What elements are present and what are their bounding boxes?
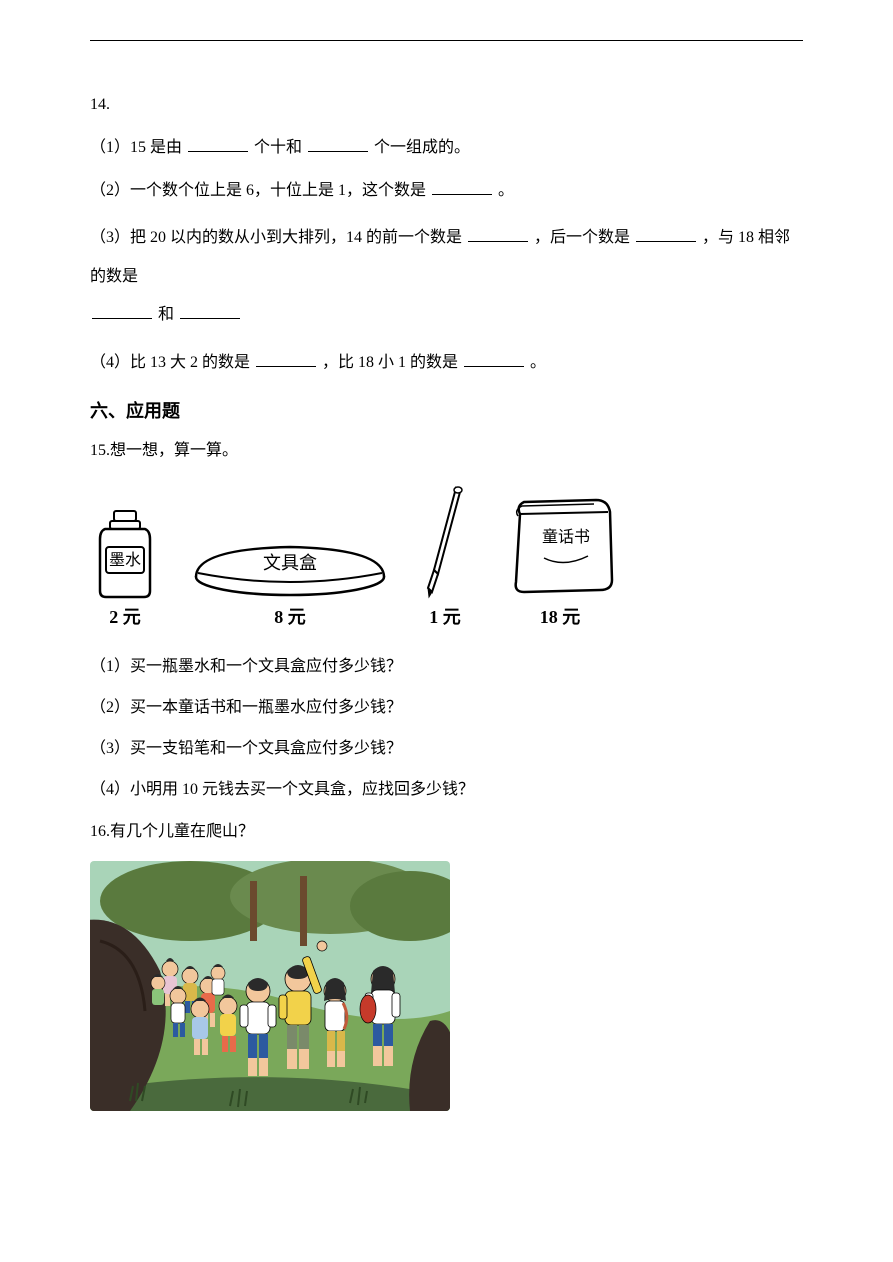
- q15-sub2: （2）买一本童话书和一瓶墨水应付多少钱？: [90, 694, 803, 723]
- blank: [468, 226, 528, 242]
- q14-p3-d: 和: [158, 306, 174, 323]
- blank: [256, 351, 316, 367]
- q14-p2-a: （2）一个数个位上是 6，十位上是 1，这个数是: [90, 182, 426, 199]
- blank: [188, 136, 248, 152]
- item-pencilcase-price: 8 元: [274, 603, 306, 629]
- blank: [464, 351, 524, 367]
- blank: [180, 303, 240, 319]
- q14-p4: （4）比 13 大 2 的数是 ，比 18 小 1 的数是 。: [90, 349, 803, 378]
- section6-title: 六、应用题: [90, 397, 803, 423]
- q16-illustration: [90, 861, 450, 1111]
- pencilcase-icon: 文具盒: [190, 529, 390, 599]
- q14-p3-b: ，后一个数是: [534, 229, 630, 246]
- child-figure: [211, 964, 225, 995]
- q14-p3-a: （3）把 20 以内的数从小到大排列，14 的前一个数是: [90, 229, 462, 246]
- blank: [636, 226, 696, 242]
- q15-sub3: （3）买一支铅笔和一个文具盒应付多少钱？: [90, 735, 803, 764]
- item-pencil-price: 1 元: [429, 603, 461, 629]
- item-book: 童话书 18 元: [500, 494, 620, 629]
- q15-sub4: （4）小明用 10 元钱去买一个文具盒，应找回多少钱？: [90, 776, 803, 805]
- blank: [432, 179, 492, 195]
- ink-icon: 墨水: [90, 509, 160, 599]
- q14-p2: （2）一个数个位上是 6，十位上是 1，这个数是 。: [90, 177, 803, 206]
- item-book-price: 18 元: [540, 603, 581, 629]
- book-label: 童话书: [542, 527, 590, 546]
- q14-p1-c: 个一组成的。: [374, 139, 470, 156]
- q14-p3: （3）把 20 以内的数从小到大排列，14 的前一个数是 ，后一个数是 ，与 1…: [90, 219, 803, 334]
- q14-p1-b: 个十和: [254, 139, 302, 156]
- blank: [308, 136, 368, 152]
- item-pencilcase: 文具盒 8 元: [190, 529, 390, 629]
- pencil-icon: [420, 484, 470, 599]
- q15-items-row: 墨水 2 元 文具盒 8 元 1 元: [90, 484, 803, 629]
- page-top-rule: [90, 40, 803, 41]
- blank: [92, 303, 152, 319]
- q14-p2-b: 。: [498, 182, 514, 199]
- item-ink-price: 2 元: [109, 603, 141, 629]
- pencilcase-label: 文具盒: [263, 553, 317, 573]
- item-pencil: 1 元: [420, 484, 470, 629]
- q15-sub1: （1）买一瓶墨水和一个文具盒应付多少钱？: [90, 653, 803, 682]
- item-ink: 墨水 2 元: [90, 509, 160, 629]
- q14-num: 14.: [90, 91, 803, 120]
- q14-p4-c: 。: [530, 354, 546, 371]
- q14-p1: （1）15 是由 个十和 个一组成的。: [90, 134, 803, 163]
- q14-p4-a: （4）比 13 大 2 的数是: [90, 354, 250, 371]
- book-icon: 童话书: [500, 494, 620, 599]
- q14-p4-b: ，比 18 小 1 的数是: [322, 354, 458, 371]
- ink-label: 墨水: [109, 551, 141, 569]
- q15-title: 15.想一想，算一算。: [90, 437, 803, 466]
- q16-title: 16.有几个儿童在爬山？: [90, 818, 803, 847]
- q14-p1-a: （1）15 是由: [90, 139, 182, 156]
